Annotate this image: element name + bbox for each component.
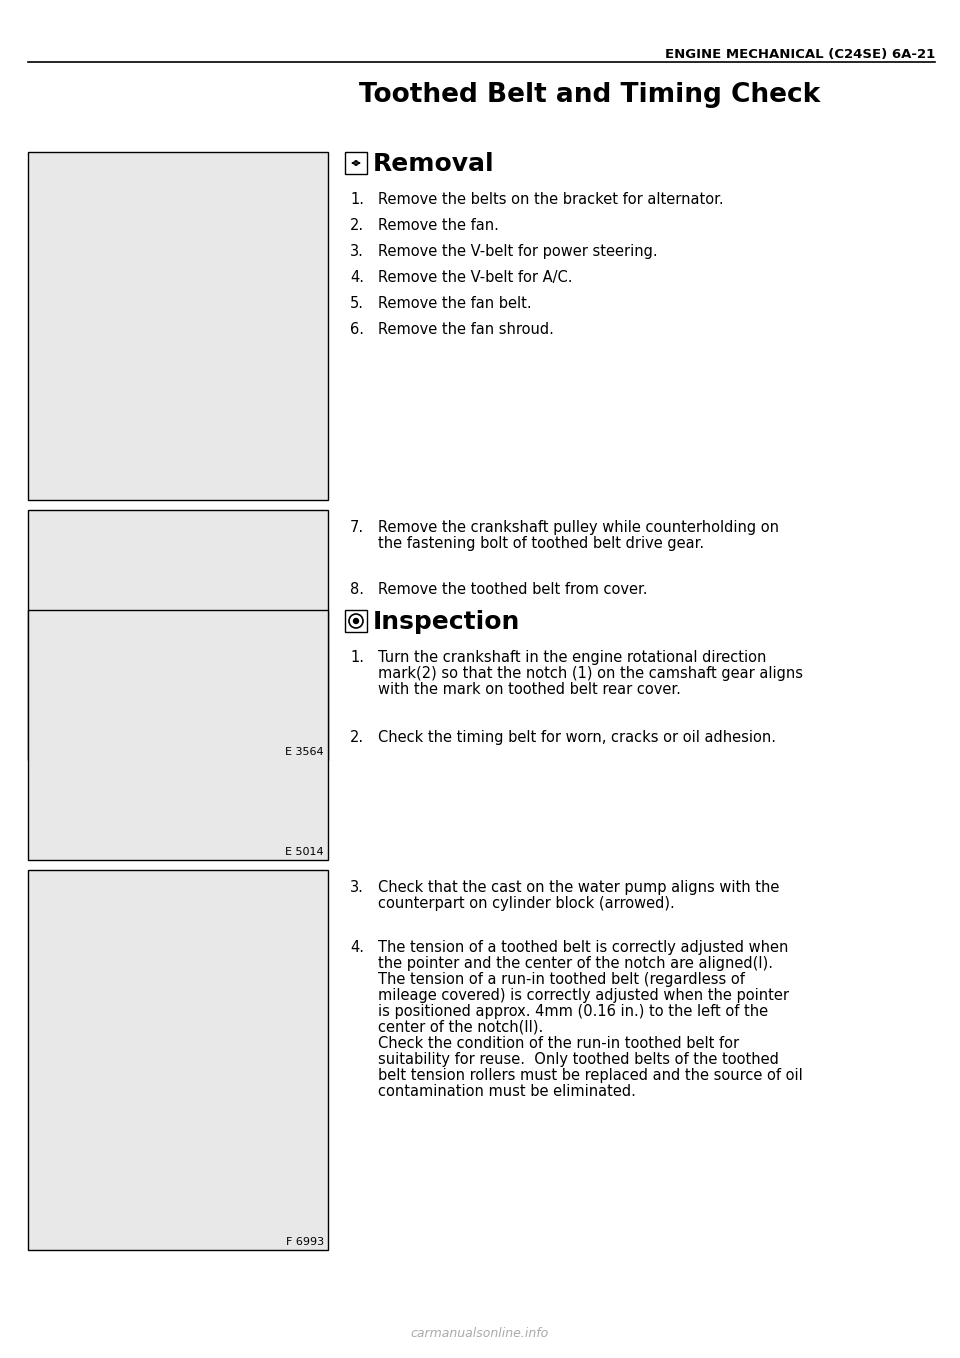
Text: 8.: 8. xyxy=(350,583,364,598)
Text: suitability for reuse.  Only toothed belts of the toothed: suitability for reuse. Only toothed belt… xyxy=(378,1052,779,1067)
Text: contamination must be eliminated.: contamination must be eliminated. xyxy=(378,1084,636,1099)
Text: the pointer and the center of the notch are aligned(I).: the pointer and the center of the notch … xyxy=(378,956,773,971)
Circle shape xyxy=(353,618,358,623)
Text: mileage covered) is correctly adjusted when the pointer: mileage covered) is correctly adjusted w… xyxy=(378,989,789,1004)
Text: Removal: Removal xyxy=(373,152,494,177)
Text: Check the timing belt for worn, cracks or oil adhesion.: Check the timing belt for worn, cracks o… xyxy=(378,731,776,746)
Text: Remove the fan shroud.: Remove the fan shroud. xyxy=(378,322,554,337)
Bar xyxy=(28,610,328,860)
Text: Remove the crankshaft pulley while counterholding on: Remove the crankshaft pulley while count… xyxy=(378,520,779,535)
Text: 5.: 5. xyxy=(350,296,364,311)
Text: ENGINE MECHANICAL (C24SE) 6A-21: ENGINE MECHANICAL (C24SE) 6A-21 xyxy=(664,48,935,61)
Bar xyxy=(28,511,328,760)
Text: Toothed Belt and Timing Check: Toothed Belt and Timing Check xyxy=(359,81,821,109)
Text: with the mark on toothed belt rear cover.: with the mark on toothed belt rear cover… xyxy=(378,682,681,697)
Text: The tension of a toothed belt is correctly adjusted when: The tension of a toothed belt is correct… xyxy=(378,940,788,955)
Text: 2.: 2. xyxy=(350,219,364,234)
Bar xyxy=(345,610,367,631)
Text: Remove the toothed belt from cover.: Remove the toothed belt from cover. xyxy=(378,583,647,598)
Text: 4.: 4. xyxy=(350,270,364,285)
Text: 7.: 7. xyxy=(350,520,364,535)
Text: Remove the fan belt.: Remove the fan belt. xyxy=(378,296,532,311)
Text: E 3564: E 3564 xyxy=(285,747,324,756)
Bar xyxy=(28,870,328,1249)
Text: F 6993: F 6993 xyxy=(286,1237,324,1247)
Text: mark(2) so that the notch (1) on the camshaft gear aligns: mark(2) so that the notch (1) on the cam… xyxy=(378,665,803,680)
Text: 1.: 1. xyxy=(350,191,364,206)
Text: center of the notch(II).: center of the notch(II). xyxy=(378,1020,543,1035)
Text: 1.: 1. xyxy=(350,650,364,665)
Text: Remove the V-belt for power steering.: Remove the V-belt for power steering. xyxy=(378,244,658,259)
Text: E 5014: E 5014 xyxy=(285,847,324,857)
Text: 4.: 4. xyxy=(350,940,364,955)
Text: 6.: 6. xyxy=(350,322,364,337)
Text: counterpart on cylinder block (arrowed).: counterpart on cylinder block (arrowed). xyxy=(378,896,675,911)
Text: Check the condition of the run-in toothed belt for: Check the condition of the run-in toothe… xyxy=(378,1036,739,1051)
Text: Inspection: Inspection xyxy=(373,610,520,634)
Text: Remove the fan.: Remove the fan. xyxy=(378,219,499,234)
Text: the fastening bolt of toothed belt drive gear.: the fastening bolt of toothed belt drive… xyxy=(378,536,704,551)
Text: carmanualsonline.info: carmanualsonline.info xyxy=(411,1327,549,1340)
Text: 3.: 3. xyxy=(350,880,364,895)
Text: belt tension rollers must be replaced and the source of oil: belt tension rollers must be replaced an… xyxy=(378,1067,803,1082)
Text: is positioned approx. 4mm (0.16 in.) to the left of the: is positioned approx. 4mm (0.16 in.) to … xyxy=(378,1004,768,1018)
Text: 3.: 3. xyxy=(350,244,364,259)
Bar xyxy=(345,152,367,174)
Text: Turn the crankshaft in the engine rotational direction: Turn the crankshaft in the engine rotati… xyxy=(378,650,766,665)
Bar xyxy=(28,152,328,500)
Text: Remove the V-belt for A/C.: Remove the V-belt for A/C. xyxy=(378,270,572,285)
Text: The tension of a run-in toothed belt (regardless of: The tension of a run-in toothed belt (re… xyxy=(378,972,745,987)
Text: 2.: 2. xyxy=(350,731,364,746)
Text: Check that the cast on the water pump aligns with the: Check that the cast on the water pump al… xyxy=(378,880,780,895)
Text: Remove the belts on the bracket for alternator.: Remove the belts on the bracket for alte… xyxy=(378,191,724,206)
